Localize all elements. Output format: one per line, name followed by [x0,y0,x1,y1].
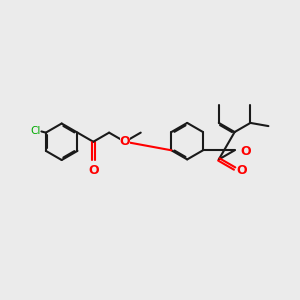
Text: O: O [120,135,130,148]
Text: O: O [240,145,250,158]
Text: O: O [120,135,130,148]
Text: Cl: Cl [30,126,40,136]
Text: O: O [88,164,99,177]
Text: O: O [236,164,247,177]
